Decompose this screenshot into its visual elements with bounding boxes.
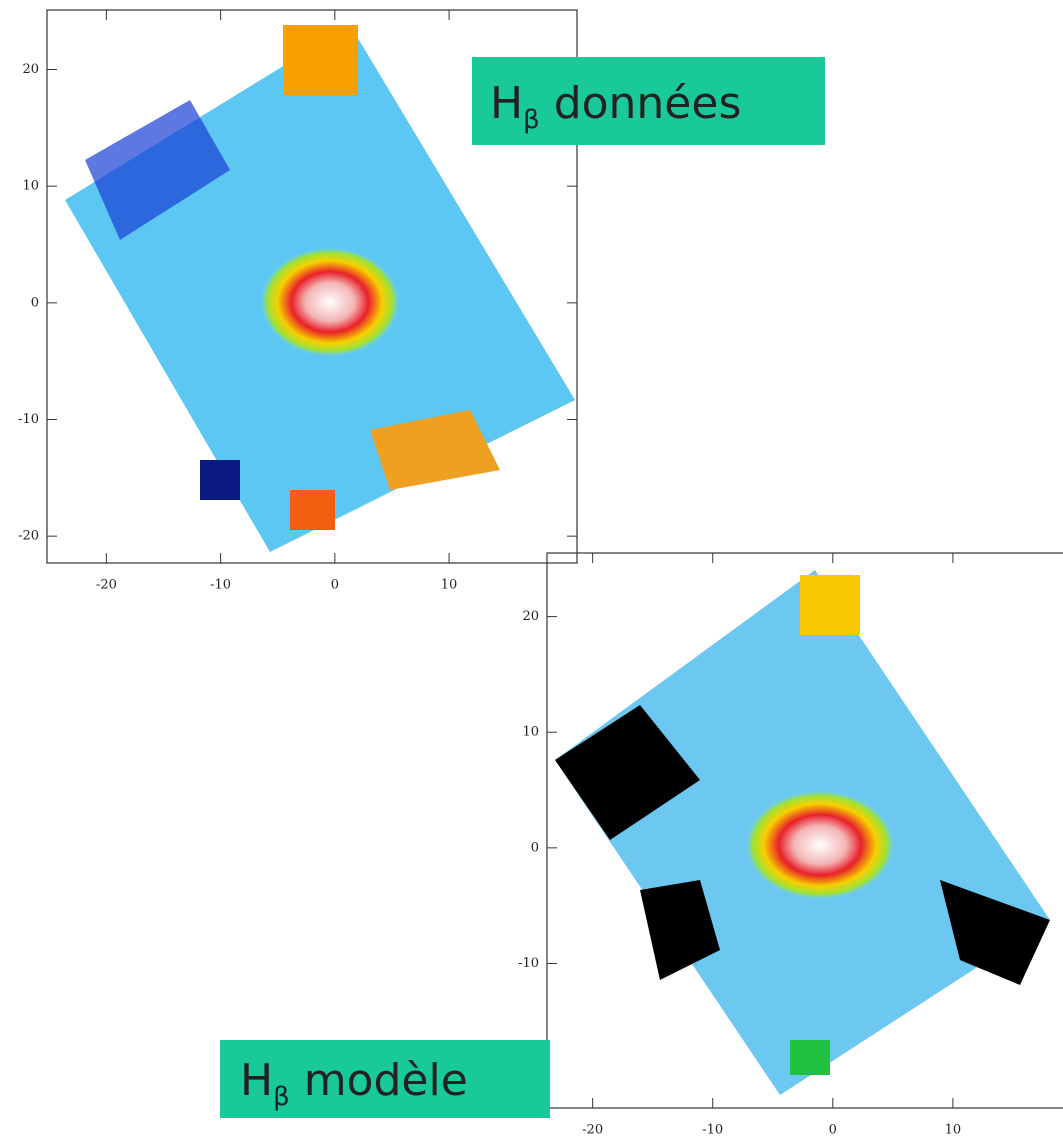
y-tick-label: 0	[31, 295, 39, 310]
plot-frame	[546, 552, 1063, 1109]
x-tick-label: -10	[210, 578, 231, 593]
label-box	[220, 1040, 550, 1118]
map-patch	[283, 25, 358, 95]
y-tick-label: 0	[531, 840, 539, 855]
x-tick-label: -10	[702, 1123, 723, 1138]
label-text: modèle	[304, 1055, 468, 1106]
y-tick-label: -10	[518, 956, 539, 971]
data-map	[555, 570, 1050, 1095]
label-subscript: β	[523, 105, 540, 135]
y-tick-label: -20	[18, 529, 39, 544]
y-tick-label: 20	[522, 609, 539, 624]
x-tick-label: 0	[829, 1123, 837, 1138]
x-tick-label: 0	[331, 578, 339, 593]
map-patch	[800, 575, 860, 635]
y-tick-label: 10	[22, 179, 39, 194]
map-core	[745, 790, 895, 900]
panel-label: Hβ données	[490, 78, 741, 135]
plot-frame	[46, 9, 578, 564]
map-patch	[555, 705, 700, 840]
panel-label: Hβ modèle	[240, 1055, 468, 1112]
map-patch	[290, 490, 335, 530]
label-subscript: β	[273, 1082, 290, 1112]
label-text: données	[554, 78, 742, 129]
data-map	[65, 25, 575, 552]
map-patch	[790, 1040, 830, 1075]
y-tick-label: 10	[522, 725, 539, 740]
label-symbol: H	[240, 1055, 273, 1106]
map-patch	[200, 460, 240, 500]
x-tick-label: -20	[582, 1123, 603, 1138]
y-tick-label: -10	[18, 412, 39, 427]
x-tick-label: 10	[441, 578, 458, 593]
x-tick-label: 10	[945, 1123, 962, 1138]
map-core	[260, 247, 400, 357]
map-patch	[85, 100, 230, 240]
map-patch	[640, 880, 720, 980]
map-patch	[370, 410, 500, 490]
label-symbol: H	[490, 78, 523, 129]
y-tick-label: 20	[22, 62, 39, 77]
map-patch	[940, 880, 1050, 985]
label-box	[472, 57, 825, 145]
x-tick-label: -20	[96, 578, 117, 593]
